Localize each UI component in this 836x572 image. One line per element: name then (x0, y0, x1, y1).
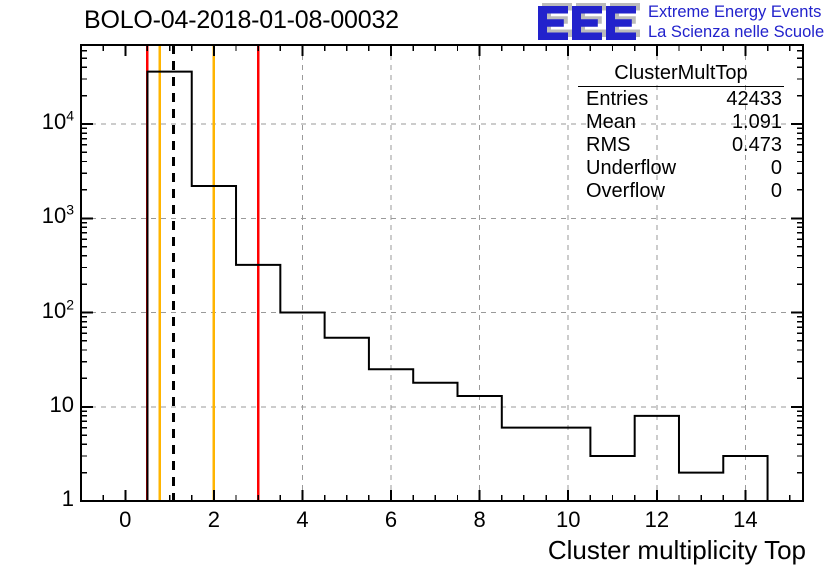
eee-logo-mark (538, 3, 640, 40)
stats-key: RMS (586, 134, 631, 156)
x-axis-title: Cluster multiplicity Top (547, 535, 806, 565)
eee-logo: Extreme Energy Events La Scienza nelle S… (536, 2, 836, 44)
stats-rows: Entries 42433 Mean 1.091 RMS 0.473 Underflow 0 O… (572, 88, 790, 203)
stats-key: Entries (586, 88, 649, 110)
y-tick-label: 103 (41, 201, 74, 229)
y-tick-label: 1 (61, 486, 74, 511)
stats-row: Mean 1.091 (572, 111, 790, 134)
y-tick-label: 104 (41, 107, 74, 134)
axis-ticks (80, 45, 803, 502)
x-tick-label: 10 (555, 507, 581, 532)
x-tick-label: 4 (296, 507, 309, 532)
histogram-steps (146, 70, 769, 501)
stats-box: ClusterMultTop Entries 42433 Mean 1.091 RMS 0… (572, 62, 790, 203)
stats-title: ClusterMultTop (578, 62, 784, 87)
x-tick-label: 6 (384, 507, 398, 532)
x-tick-label: 0 (119, 507, 132, 532)
plot-frame (80, 44, 804, 502)
stats-key: Mean (586, 111, 637, 133)
axis-frame (80, 44, 804, 502)
stats-value: 1.091 (731, 111, 782, 133)
stats-row: Underflow 0 (572, 157, 790, 180)
x-tick-label: 14 (733, 507, 758, 532)
y-tick-label: 102 (41, 296, 74, 323)
x-tick-label: 2 (207, 507, 220, 532)
stats-key: Overflow (586, 180, 665, 202)
eee-logo-text: Extreme Energy Events La Scienza nelle S… (648, 3, 824, 42)
eee-logo-line1: Extreme Energy Events (648, 3, 822, 21)
stats-value: 0 (770, 180, 782, 202)
stats-value: 42433 (726, 88, 782, 110)
stats-row: RMS 0.473 (572, 134, 790, 157)
x-tick-label: 8 (473, 507, 486, 532)
stats-key: Underflow (586, 157, 677, 179)
eee-logo-line2: La Scienza nelle Scuole (648, 22, 825, 41)
stats-row: Entries 42433 (572, 88, 790, 111)
y-tick-label: 10 (49, 391, 74, 417)
grid-lines (81, 45, 803, 501)
histogram-outline (146, 70, 769, 501)
stats-value: 0.473 (731, 134, 782, 156)
page-title: BOLO-04-2018-01-08-00032 (84, 6, 399, 34)
x-tick-label: 12 (644, 507, 670, 532)
stats-value: 0 (770, 157, 782, 179)
stats-row: Overflow 0 (572, 180, 790, 203)
